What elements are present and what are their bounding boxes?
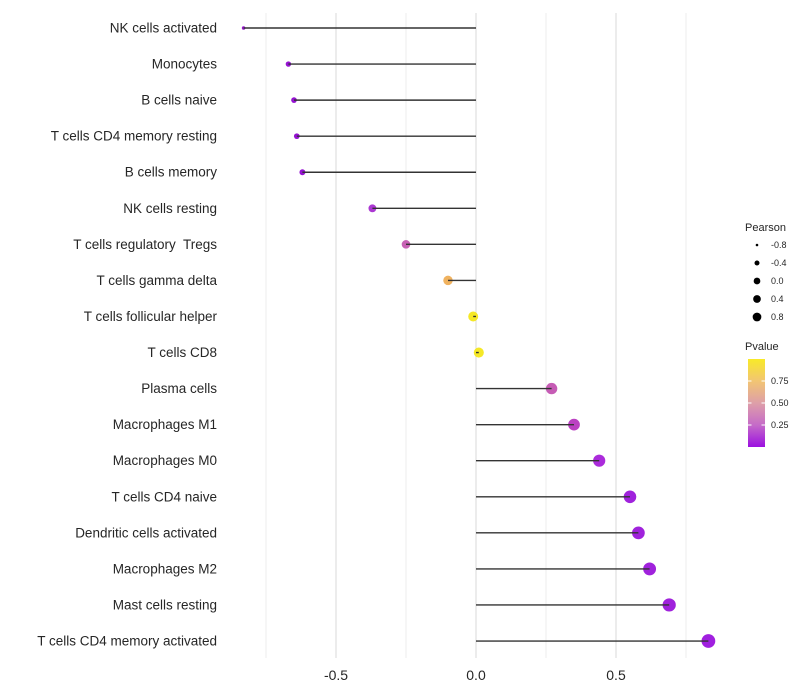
x-axis-labels: -0.5 0.0 0.5 [324,667,626,683]
y-axis-label: T cells regulatory Tregs [73,237,217,252]
size-legend-label: 0.8 [771,312,784,322]
y-axis-label: T cells CD4 memory activated [37,634,217,649]
colorbar-tick-label: 0.25 [771,420,789,430]
lollipop-stems [243,27,709,642]
size-legend-dot [752,312,762,322]
size-legend-dot [754,260,760,266]
y-axis-label: NK cells resting [123,201,217,216]
y-axis-label: Mast cells resting [113,597,217,612]
y-axis-labels: NK cells activated Monocytes B cells naive… [37,21,217,649]
x-axis-tick-label: 0.0 [466,667,486,683]
y-axis-label: T cells CD8 [147,345,217,360]
size-legend-title: Pearson [745,222,786,234]
y-axis-label: Macrophages M2 [113,561,217,576]
size-legend-dot [755,243,759,247]
size-legend-label: 0.0 [771,276,784,286]
colorbar-tick-label: 0.75 [771,376,789,386]
y-axis-label: Macrophages M0 [113,453,217,468]
size-legend-dot [753,277,761,285]
colorbar-legend-title: Pvalue [745,341,779,353]
y-axis-label: T cells follicular helper [84,309,218,324]
y-axis-label: Dendritic cells activated [75,525,217,540]
x-axis-tick-label: 0.5 [606,667,626,683]
y-axis-label: B cells memory [125,165,218,180]
y-axis-label: NK cells activated [110,21,217,36]
gridlines [265,13,687,658]
x-axis-tick-label: -0.5 [324,667,348,683]
y-axis-label: B cells naive [141,93,217,108]
y-axis-label: T cells CD4 memory resting [51,129,217,144]
size-legend-label: -0.8 [771,240,787,250]
colorbar-tick-label: 0.50 [771,398,789,408]
size-legend: Pearson -0.8 -0.4 0.0 0.4 0.8 [745,222,787,322]
y-axis-label: Macrophages M1 [113,417,217,432]
size-legend-label: -0.4 [771,258,787,268]
colorbar-legend: Pvalue 0.75 0.50 0.25 [745,341,789,447]
y-axis-label: T cells CD4 naive [111,489,217,504]
size-legend-dot [753,295,761,303]
y-axis-label: Plasma cells [141,381,217,396]
y-axis-label: T cells gamma delta [96,273,217,288]
size-legend-label: 0.4 [771,294,784,304]
colorbar-gradient [748,359,765,447]
y-axis-label: Monocytes [152,57,218,72]
